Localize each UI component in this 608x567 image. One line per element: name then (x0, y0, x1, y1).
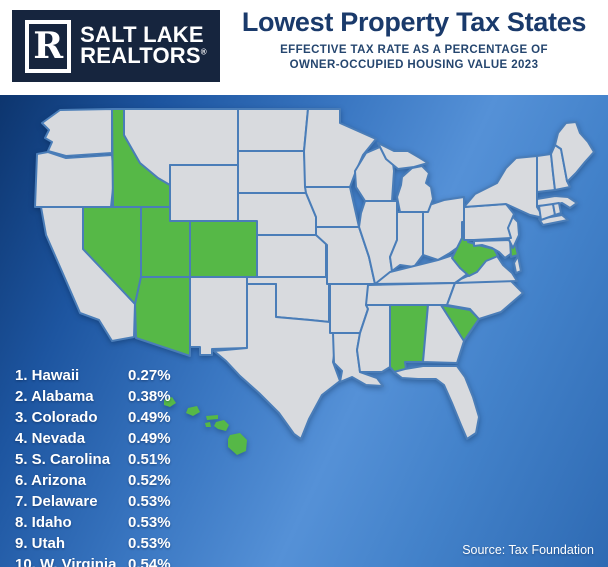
state-new-mexico (189, 276, 248, 356)
list-item: 10. W. Virginia 0.54% (15, 554, 205, 567)
rank-state: 3. Colorado (15, 409, 98, 426)
list-item: 4. Nevada 0.49% (15, 428, 205, 449)
list-item: 8. Idaho 0.53% (15, 512, 205, 533)
state-florida (393, 365, 480, 440)
list-item: 3. Colorado 0.49% (15, 407, 205, 428)
state-wisconsin (354, 146, 395, 202)
state-hawaii-kauai (164, 397, 176, 407)
subtitle-line2: OWNER-OCCUPIED HOUSING VALUE 2023 (289, 59, 539, 72)
rank-rate: 0.49% (128, 409, 171, 426)
rank-rate: 0.52% (128, 472, 171, 489)
state-hawaii-molokai (206, 415, 218, 420)
brand-name: SALT LAKE REALTORS® (80, 22, 207, 68)
state-north-dakota (237, 108, 309, 152)
state-hawaii-maui (214, 420, 229, 431)
state-hawaii-lanai (205, 422, 211, 427)
list-item: 2. Alabama 0.38% (15, 386, 205, 407)
state-michigan (396, 165, 434, 213)
rank-state: 8. Idaho (15, 514, 72, 531)
rank-state: 4. Nevada (15, 430, 86, 447)
salt-lake-realtors-logo: R SALT LAKE REALTORS® (12, 10, 220, 82)
state-arizona (134, 276, 191, 357)
state-texas (213, 283, 341, 440)
state-michigan-upper-peninsula (377, 142, 429, 170)
state-north-carolina (446, 279, 524, 320)
source-attribution: Source: Tax Foundation (462, 543, 594, 557)
state-south-dakota (237, 150, 307, 194)
state-virginia-eastern-shore (513, 255, 522, 274)
list-item: 9. Utah 0.53% (15, 533, 205, 554)
ranking-list: 1. Hawaii 0.27% 2. Alabama 0.38% 3. Colora… (15, 365, 205, 567)
state-colorado (189, 220, 258, 278)
rank-state: 6. Arizona (15, 472, 87, 489)
page-subtitle: EFFECTIVE TAX RATE AS A PERCENTAGE OF OW… (228, 43, 600, 74)
rank-rate: 0.49% (128, 430, 171, 447)
state-georgia (422, 304, 465, 364)
rank-rate: 0.51% (128, 451, 171, 468)
list-item: 7. Delaware 0.53% (15, 491, 205, 512)
rank-rate: 0.38% (128, 388, 171, 405)
registered-mark: ® (200, 47, 207, 57)
state-hawaii-big-island (228, 433, 247, 455)
state-maine (554, 121, 595, 182)
state-pennsylvania (463, 203, 515, 241)
state-rhode-island (552, 202, 562, 216)
title-block: Lowest Property Tax States EFFECTIVE TAX… (228, 7, 600, 74)
list-item: 6. Arizona 0.52% (15, 470, 205, 491)
rank-state: 9. Utah (15, 535, 66, 552)
us-states-map (34, 108, 595, 455)
state-washington (41, 108, 113, 157)
list-item: 1. Hawaii 0.27% (15, 365, 205, 386)
rank-state: 5. S. Carolina (15, 451, 111, 468)
list-item: 5. S. Carolina 0.51% (15, 449, 205, 470)
rank-rate: 0.27% (128, 367, 171, 384)
realtor-r-icon: R (25, 19, 72, 73)
state-tennessee (365, 282, 456, 306)
rank-rate: 0.53% (128, 493, 171, 510)
us-map-panel: 1. Hawaii 0.27% 2. Alabama 0.38% 3. Colora… (0, 95, 608, 567)
rank-rate: 0.53% (128, 535, 171, 552)
brand-line2: REALTORS (80, 43, 201, 68)
subtitle-line1: EFFECTIVE TAX RATE AS A PERCENTAGE OF (280, 43, 548, 56)
header: R SALT LAKE REALTORS® Lowest Property Ta… (0, 0, 608, 95)
rank-rate: 0.54% (128, 556, 171, 567)
rank-state: 10. W. Virginia (15, 556, 117, 567)
rank-rate: 0.53% (128, 514, 171, 531)
rank-state: 2. Alabama (15, 388, 94, 405)
state-new-york-long-island (538, 214, 569, 226)
state-hawaii-oahu (186, 406, 200, 416)
state-wyoming (169, 164, 239, 222)
state-oregon (34, 151, 115, 208)
rank-state: 7. Delaware (15, 493, 98, 510)
rank-state: 1. Hawaii (15, 367, 80, 384)
brand-line1: SALT LAKE (80, 22, 204, 48)
state-kansas (256, 234, 327, 278)
page-title: Lowest Property Tax States (241, 7, 587, 37)
